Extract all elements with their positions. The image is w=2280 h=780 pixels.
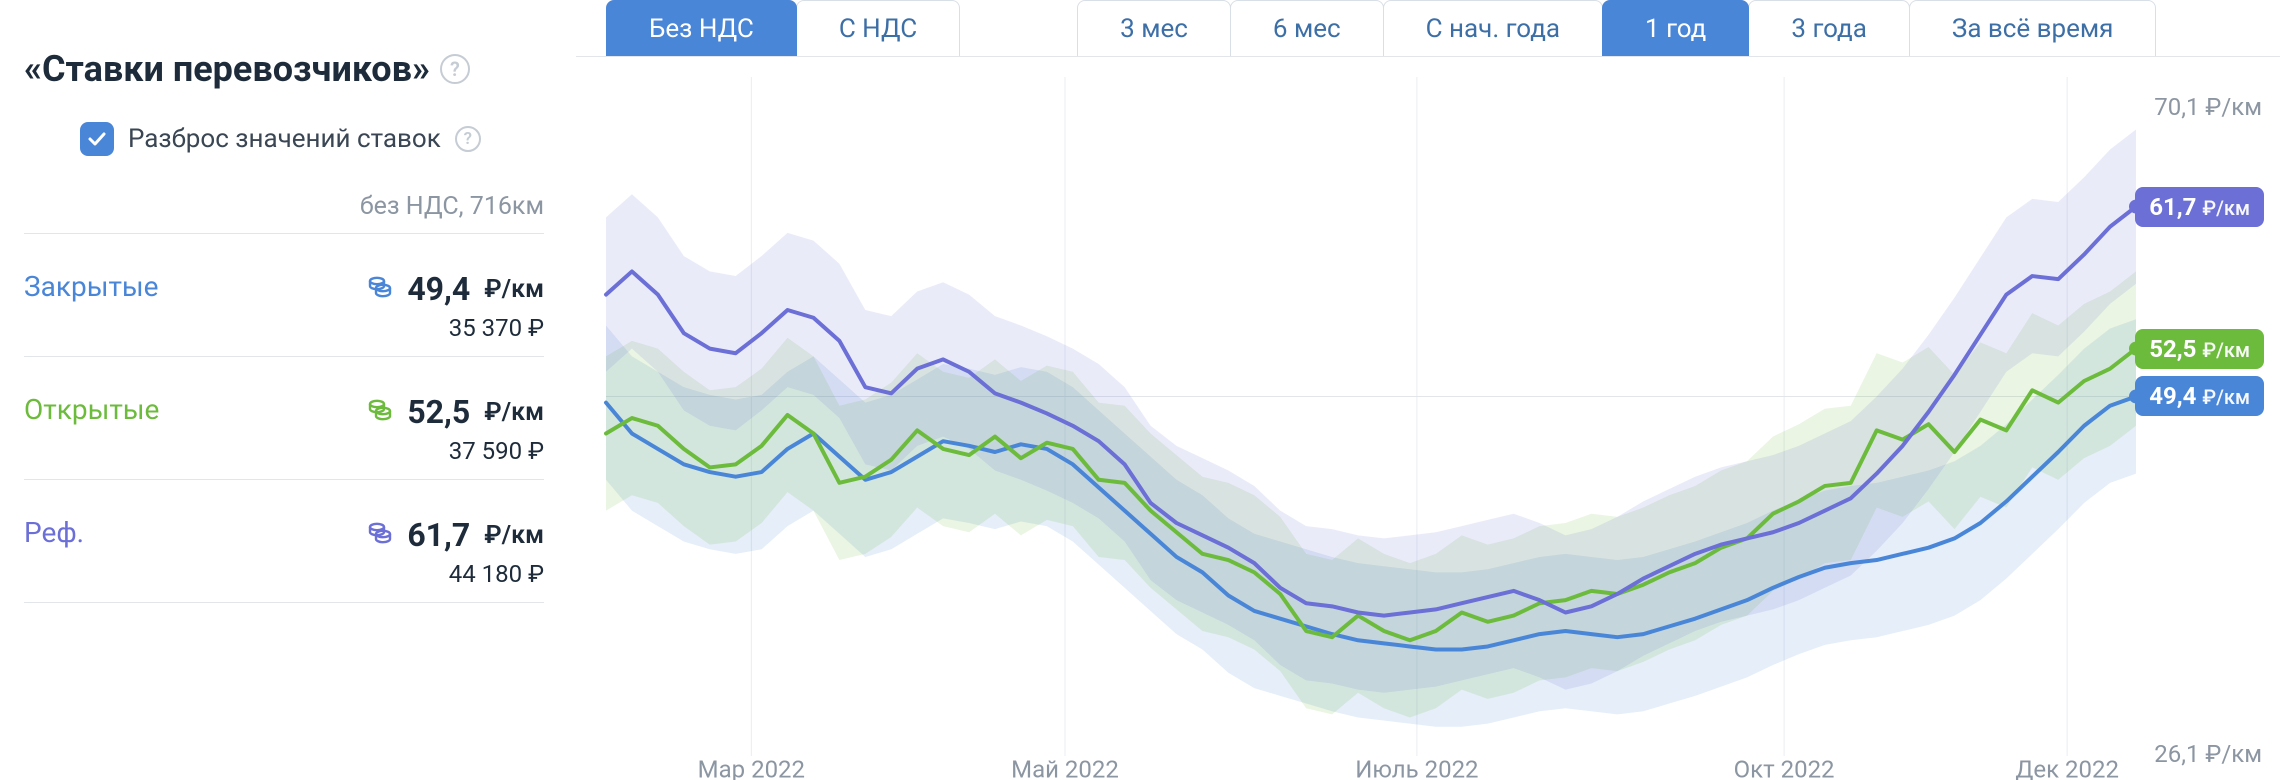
tab-6m[interactable]: 6 мес [1230,0,1384,56]
x-tick-label: Мар 2022 [698,756,805,780]
metric-name: Реф. [24,516,84,549]
metric-unit: ₽/км [484,398,544,427]
coins-icon [367,273,393,305]
metric-closed[interactable]: Закрытые 49,4 ₽/км 35 370 ₽ [24,250,544,356]
tab-gap [959,0,1077,56]
metric-ref[interactable]: Реф. 61,7 ₽/км 44 180 ₽ [24,496,544,602]
x-tick-label: Дек 2022 [2015,756,2119,780]
tab-all[interactable]: За всё время [1909,0,2157,56]
coins-icon [367,396,393,428]
spread-label: Разброс значений ставок [128,124,441,154]
end-badge-closed: 49,4 ₽/км [2135,376,2264,416]
tab-no_vat[interactable]: Без НДС [606,0,797,56]
spread-checkbox[interactable] [80,122,114,156]
divider [24,479,544,480]
x-tick-label: Май 2022 [1011,756,1119,780]
metric-total: 44 180 ₽ [367,560,544,588]
tabs-bar: Без НДСС НДС 3 мес6 месС нач. года1 год3 … [606,0,2280,56]
divider [24,602,544,603]
metric-value: 61,7 [407,516,470,554]
x-tick-label: Июль 2022 [1355,756,1478,780]
tab-3y[interactable]: 3 года [1748,0,1909,56]
help-icon[interactable]: ? [455,126,481,152]
check-icon [87,129,107,149]
metric-total: 37 590 ₽ [367,437,544,465]
metric-unit: ₽/км [484,275,544,304]
divider [24,233,544,234]
metric-name: Открытые [24,393,159,426]
end-badge-open: 52,5 ₽/км [2135,329,2264,369]
chart-svg: Мар 2022 Май 2022 Июль 2022 Окт 2022 Дек 202… [576,57,2280,780]
tab-3m[interactable]: 3 мес [1077,0,1231,56]
x-tick-label: Окт 2022 [1734,756,1835,780]
coins-icon [367,519,393,551]
end-badge-ref: 61,7 ₽/км [2135,187,2264,227]
metric-value: 52,5 [407,393,470,431]
chart-area: Мар 2022 Май 2022 Июль 2022 Окт 2022 Дек 202… [576,56,2280,780]
help-icon[interactable]: ? [440,54,470,84]
metric-unit: ₽/км [484,521,544,550]
y-min-label: 26,1 ₽/км [2154,740,2262,768]
metric-value: 49,4 [407,270,470,308]
metric-total: 35 370 ₽ [367,314,544,342]
meta-text: без НДС, 716км [24,192,544,221]
tab-1y[interactable]: 1 год [1602,0,1749,56]
tab-ytd[interactable]: С нач. года [1383,0,1603,56]
metric-name: Закрытые [24,270,159,303]
title-text: «Ставки перевозчиков» [24,48,430,90]
y-max-label: 70,1 ₽/км [2154,93,2262,121]
metric-open[interactable]: Открытые 52,5 ₽/км 37 590 ₽ [24,373,544,479]
tab-with_vat[interactable]: С НДС [796,0,960,56]
spread-toggle-row: Разброс значений ставок ? [80,122,544,156]
divider [24,356,544,357]
page-title: «Ставки перевозчиков» ? [24,48,544,90]
